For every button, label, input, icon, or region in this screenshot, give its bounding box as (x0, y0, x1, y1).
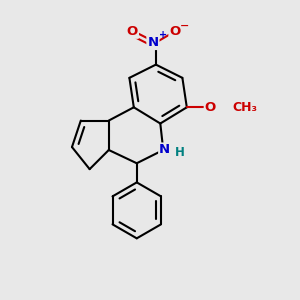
Text: −: − (180, 20, 189, 30)
Text: O: O (127, 25, 138, 38)
Text: O: O (169, 25, 181, 38)
Text: N: N (147, 36, 158, 49)
Text: N: N (159, 143, 170, 157)
Text: CH₃: CH₃ (232, 101, 257, 114)
Text: H: H (175, 146, 184, 159)
Text: +: + (159, 30, 167, 40)
Text: O: O (205, 101, 216, 114)
